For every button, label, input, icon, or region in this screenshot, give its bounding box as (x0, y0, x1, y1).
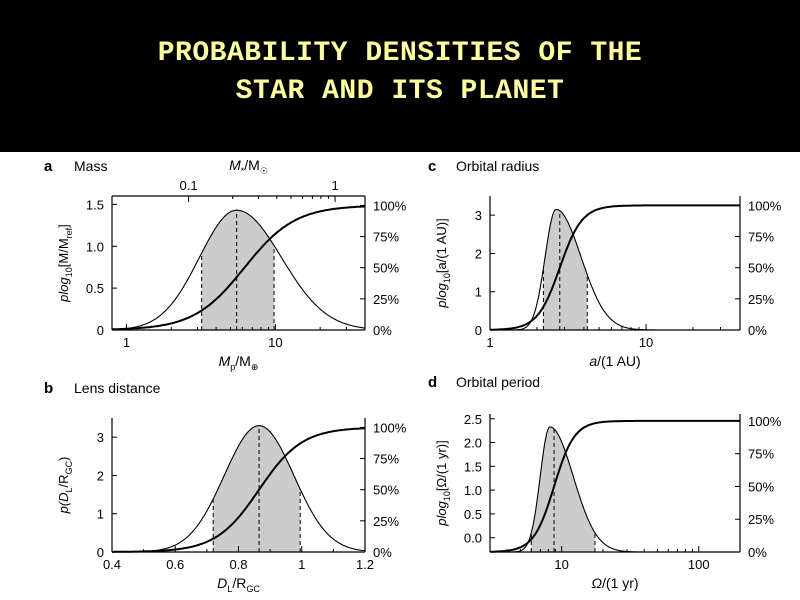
y-tick-label: 1 (475, 285, 482, 300)
x-axis-label: a/(1 AU) (589, 353, 640, 369)
y-tick-label: 0.0 (464, 531, 482, 546)
x-axis-label: DL/RGC (217, 575, 260, 594)
y-tick-label: 1.5 (86, 197, 104, 212)
percent-tick-label: 0% (748, 545, 767, 560)
panel-b-label: b (44, 380, 54, 397)
percent-tick-label: 50% (373, 261, 399, 276)
percent-tick-label: 75% (748, 447, 774, 462)
percent-tick-label: 75% (373, 230, 399, 245)
y-tick-label: 0.5 (86, 281, 104, 296)
slide-title-line-2: STAR AND ITS PLANET (235, 76, 565, 107)
credible-interval-area (543, 209, 588, 330)
panel-d-label: d (428, 374, 438, 391)
y-tick-label: 0 (97, 323, 104, 338)
y-tick-label: 1.5 (464, 459, 482, 474)
percent-tick-label: 25% (748, 512, 774, 527)
y-tick-label: 2 (97, 468, 104, 483)
figure-panels: a Mass 1 10 0 0.5 1.0 1.5 0% 25% 50% 75% 100% Mp/M⊕… (0, 152, 800, 600)
x-tick-label: 1 (486, 335, 493, 350)
lens-distance-chart: 0.4 0.6 0.8 1 1.2 0 1 2 3 0% 25% 50% 75% 100% DL/RGC p(… (56, 418, 407, 594)
density-curve (111, 209, 366, 331)
percent-tick-label: 0% (748, 323, 767, 338)
y-tick-label: 2.0 (464, 436, 482, 451)
x-tick-label: 10 (639, 335, 653, 350)
x-tick-label: 1.2 (356, 557, 374, 572)
y-tick-label: 3 (97, 430, 104, 445)
cumulative-curve (112, 427, 365, 553)
y-tick-label: 1.0 (464, 483, 482, 498)
panel-a-title: Mass (74, 158, 108, 174)
percent-tick-label: 75% (373, 452, 399, 467)
x-tick-label: 100 (688, 557, 710, 572)
x-axis-label: Mp/M⊕ (219, 353, 259, 372)
y-tick-label: 2.5 (464, 412, 482, 427)
top-axis-tick-label: 0.1 (180, 178, 198, 193)
y-tick-label: 3 (475, 208, 482, 223)
y-tick-label: 1 (97, 507, 104, 522)
percent-tick-label: 100% (373, 420, 407, 435)
panel-b-title: Lens distance (74, 380, 161, 396)
percent-tick-label: 25% (373, 514, 399, 529)
percent-tick-label: 100% (748, 414, 782, 429)
credible-interval-area (213, 425, 301, 552)
percent-tick-label: 0% (373, 545, 392, 560)
panel-c-title: Orbital radius (456, 158, 540, 174)
percent-tick-label: 0% (373, 323, 392, 338)
y-axis-label: plog10[a/(1 AU)] (434, 218, 452, 309)
x-tick-label: 0.4 (103, 557, 121, 572)
density-curve (490, 208, 740, 331)
cumulative-curve (112, 205, 365, 331)
percent-tick-label: 50% (373, 483, 399, 498)
percent-tick-label: 100% (373, 198, 407, 213)
panel-a-label: a (44, 158, 53, 175)
x-tick-label: 0.8 (229, 557, 247, 572)
y-axis-label: plog10[M/Mref] (56, 224, 74, 303)
x-tick-label: 10 (554, 557, 568, 572)
percent-tick-label: 25% (373, 292, 399, 307)
percent-tick-label: 100% (748, 198, 782, 213)
percent-tick-label: 50% (748, 261, 774, 276)
y-axis-label: p(DL/RGC) (56, 457, 74, 515)
top-axis-tick-label: 1 (331, 178, 338, 193)
percent-tick-label: 75% (748, 230, 774, 245)
y-tick-label: 1.0 (86, 239, 104, 254)
x-tick-label: 0.6 (166, 557, 184, 572)
x-tick-label: 10 (268, 335, 282, 350)
y-tick-label: 0 (475, 323, 482, 338)
cumulative-curve (489, 204, 740, 331)
slide-title-line-1: PROBABILITY DENSITIES OF THE (157, 38, 643, 69)
y-axis-label: plog10[Ω/(1 yr)] (434, 440, 452, 526)
x-axis-label: Ω/(1 yr) (591, 575, 638, 591)
credible-interval-area (531, 426, 595, 552)
panel-d-title: Orbital period (456, 374, 541, 390)
y-tick-label: 0.5 (464, 507, 482, 522)
slide-header: PROBABILITY DENSITIES OF THE STAR AND IT… (0, 0, 800, 152)
credible-interval-area (201, 210, 275, 330)
top-axis-label: M*/M☉ (229, 157, 268, 176)
y-tick-label: 2 (475, 246, 482, 261)
orbital-period-chart: 10 100 0.0 0.5 1.0 1.5 2.0 2.5 0% 25% 50% 75% 100% Ω/… (434, 412, 782, 591)
density-curve (490, 426, 740, 553)
percent-tick-label: 25% (748, 292, 774, 307)
x-tick-label: 1 (123, 335, 130, 350)
panel-c-label: c (428, 158, 437, 175)
x-tick-label: 1 (298, 557, 305, 572)
mass-chart: 1 10 0 0.5 1.0 1.5 0% 25% 50% 75% 100% Mp/M⊕ plog10[… (56, 157, 407, 372)
y-tick-label: 0 (97, 545, 104, 560)
cumulative-curve (489, 419, 740, 553)
percent-tick-label: 50% (748, 479, 774, 494)
